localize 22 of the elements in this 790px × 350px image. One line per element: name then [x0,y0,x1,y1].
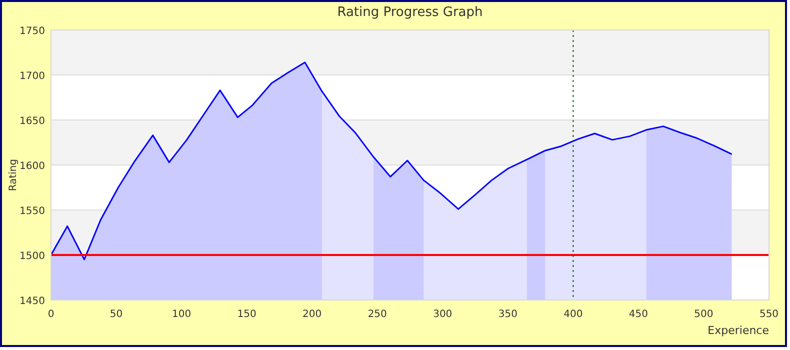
y-tick-label: 1600 [20,161,45,172]
y-tick-label: 1450 [20,296,45,307]
x-tick-label: 550 [759,309,779,320]
x-tick-label: 300 [433,309,452,320]
x-tick-label: 250 [368,309,387,320]
x-tick-label: 400 [564,309,583,320]
y-tick-label: 1700 [20,71,45,82]
x-tick-label: 350 [498,309,518,320]
y-tick-label: 1750 [20,26,45,37]
chart-title: Rating Progress Graph [337,5,483,20]
x-axis-title: Experience [708,324,770,337]
x-tick-label: 500 [694,309,714,320]
x-tick-label: 50 [110,309,123,320]
x-tick-label: 150 [237,309,256,320]
x-tick-label: 0 [48,309,54,320]
y-axis-title: Rating [8,158,19,192]
x-tick-label: 100 [172,309,192,320]
y-tick-label: 1550 [20,206,45,217]
y-tick-label: 1650 [20,116,45,127]
x-tick-label: 450 [628,309,648,320]
x-tick-label: 200 [302,309,322,320]
y-tick-label: 1500 [20,251,45,262]
